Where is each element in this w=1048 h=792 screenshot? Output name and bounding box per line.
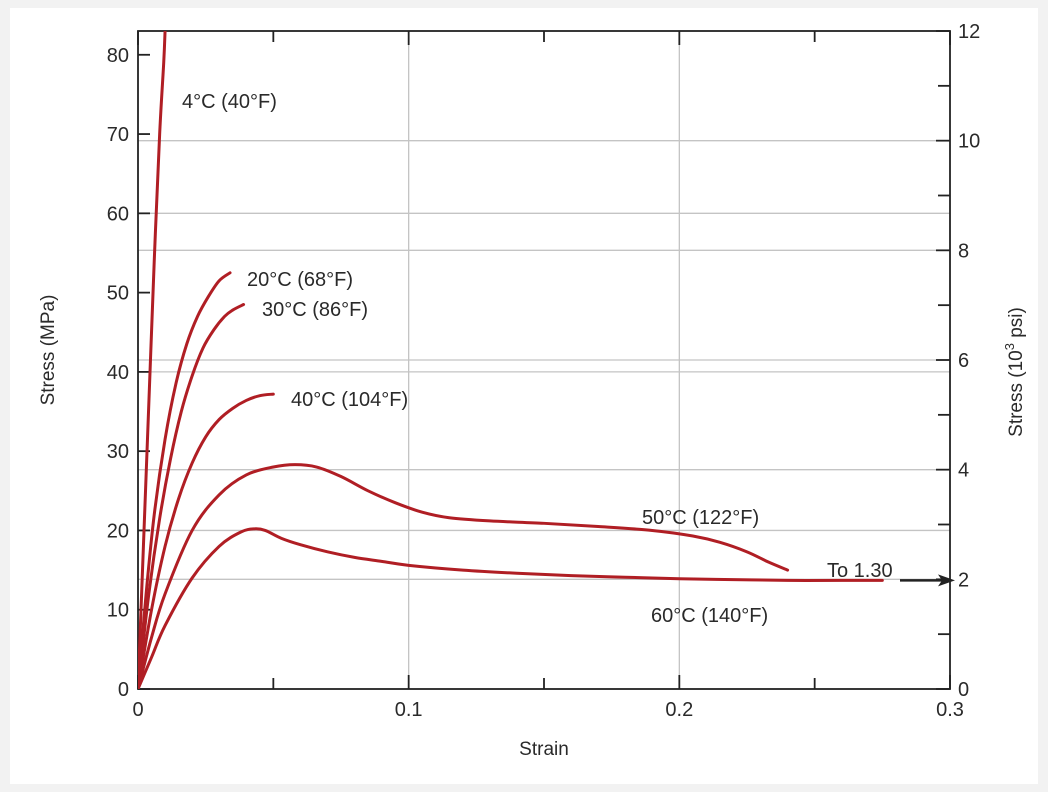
x-tick-label: 0.1 — [395, 699, 423, 721]
y-tick-label: 70 — [107, 124, 129, 146]
y2-tick-label: 4 — [958, 460, 969, 482]
y2-axis-label-exponent: 3 — [1002, 343, 1017, 350]
y-tick-label: 10 — [107, 600, 129, 622]
y-tick-label: 50 — [107, 283, 129, 305]
y-tick-label: 40 — [107, 362, 129, 384]
x-tick-label: 0 — [132, 699, 143, 721]
y-tick-label: 30 — [107, 441, 129, 463]
y2-tick-label: 6 — [958, 350, 969, 372]
y2-tick-label: 12 — [958, 21, 980, 43]
stress-strain-chart: 0 0.1 0.2 0.301020304050607080024681012Stra… — [38, 21, 1027, 760]
y2-tick-label: 2 — [958, 569, 969, 591]
figure-panel: 0 0.1 0.2 0.3 0 10 20 30 40 50 60 70 80 0 2 4 6 8 10 12 Stra… — [10, 8, 1038, 784]
x-tick-label: 0.3 — [936, 699, 964, 721]
y-axis-label: Stress (MPa) — [38, 295, 59, 406]
series-line-2 — [138, 303, 246, 689]
series-line-0 — [138, 31, 167, 689]
series-label-4: 50°C (122°F) — [642, 507, 759, 529]
x-tick-label: 0.2 — [665, 699, 693, 721]
annotation-arrow-head — [938, 574, 955, 587]
series-label-5: 60°C (140°F) — [651, 605, 768, 627]
series-line-3 — [138, 392, 275, 689]
y-tick-label: 80 — [107, 45, 129, 67]
series-label-1: 20°C (68°F) — [247, 269, 353, 291]
y-tick-label: 60 — [107, 203, 129, 225]
y2-axis-label-suffix: psi) — [1006, 307, 1027, 343]
x-axis-label: Strain — [519, 739, 569, 760]
series-line-5 — [138, 527, 884, 689]
series-label-2: 30°C (86°F) — [262, 299, 368, 321]
y2-tick-label: 8 — [958, 240, 969, 262]
y2-tick-label: 0 — [958, 679, 969, 701]
y-tick-label: 0 — [118, 679, 129, 701]
series-line-4 — [138, 463, 790, 689]
series-label-3: 40°C (104°F) — [291, 389, 408, 411]
to-1.30-annotation: To 1.30 — [827, 560, 893, 582]
y2-axis-label-prefix: Stress (10 — [1006, 350, 1027, 437]
series-label-0: 4°C (40°F) — [182, 91, 277, 113]
series-line-1 — [138, 271, 232, 689]
y2-tick-label: 10 — [958, 131, 980, 153]
y2-axis-label: Stress (103 psi) — [1002, 307, 1027, 437]
y-tick-label: 20 — [107, 520, 129, 542]
